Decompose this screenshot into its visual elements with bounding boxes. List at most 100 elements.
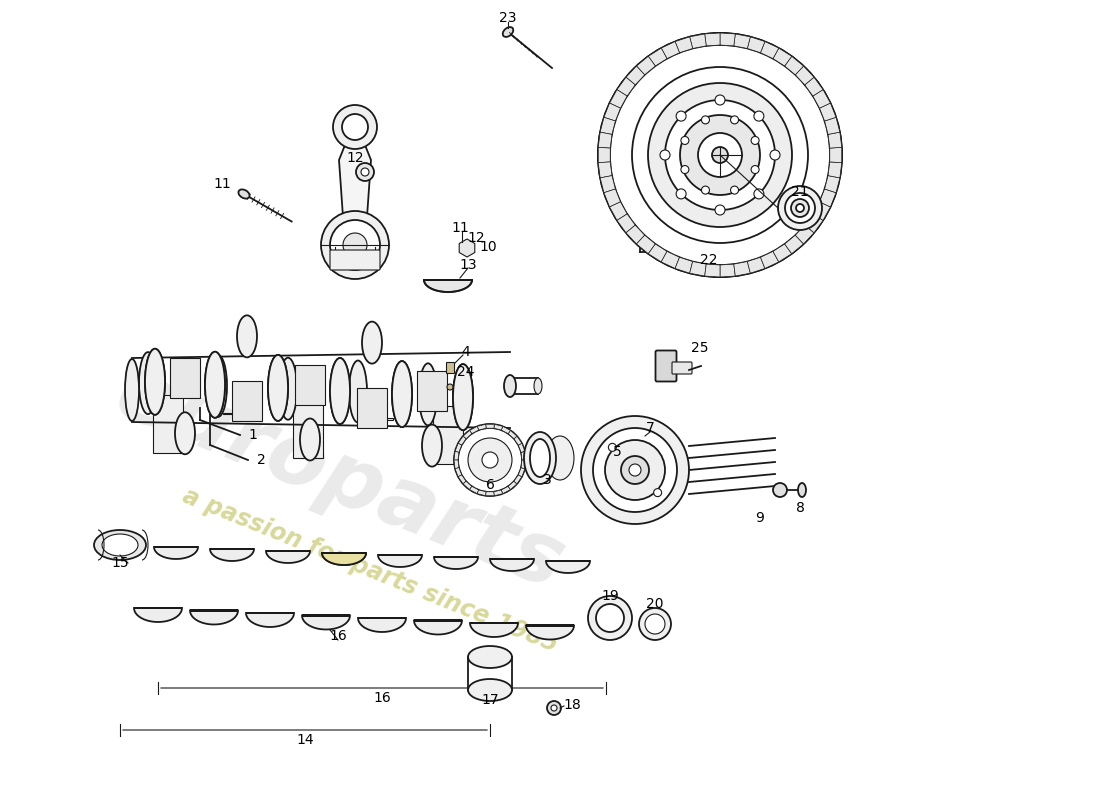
Ellipse shape bbox=[300, 418, 320, 461]
Polygon shape bbox=[424, 280, 472, 292]
FancyBboxPatch shape bbox=[363, 418, 393, 419]
Circle shape bbox=[551, 705, 557, 711]
Circle shape bbox=[645, 614, 665, 634]
Polygon shape bbox=[784, 56, 803, 75]
Circle shape bbox=[754, 189, 763, 199]
Polygon shape bbox=[661, 251, 680, 269]
Polygon shape bbox=[458, 436, 466, 445]
Text: 8: 8 bbox=[795, 501, 804, 515]
Polygon shape bbox=[486, 492, 494, 496]
Polygon shape bbox=[508, 482, 517, 490]
Polygon shape bbox=[463, 430, 472, 438]
Circle shape bbox=[648, 83, 792, 227]
Circle shape bbox=[660, 150, 670, 160]
Text: 10: 10 bbox=[480, 240, 497, 254]
Polygon shape bbox=[477, 490, 486, 496]
Circle shape bbox=[715, 205, 725, 215]
Text: 3: 3 bbox=[542, 473, 551, 487]
Circle shape bbox=[361, 168, 368, 176]
FancyBboxPatch shape bbox=[672, 362, 692, 374]
Polygon shape bbox=[747, 258, 764, 273]
Circle shape bbox=[454, 424, 526, 496]
FancyBboxPatch shape bbox=[232, 382, 262, 422]
Ellipse shape bbox=[362, 322, 382, 363]
Circle shape bbox=[639, 608, 671, 640]
Polygon shape bbox=[617, 78, 635, 96]
FancyBboxPatch shape bbox=[223, 413, 253, 414]
Text: 1: 1 bbox=[249, 428, 257, 442]
Polygon shape bbox=[820, 189, 836, 207]
Text: 22: 22 bbox=[701, 253, 717, 267]
Polygon shape bbox=[508, 430, 517, 438]
Polygon shape bbox=[455, 468, 462, 477]
Circle shape bbox=[356, 163, 374, 181]
FancyBboxPatch shape bbox=[295, 365, 324, 405]
Polygon shape bbox=[339, 145, 371, 217]
Polygon shape bbox=[760, 42, 779, 58]
Text: 19: 19 bbox=[601, 589, 619, 603]
Polygon shape bbox=[494, 424, 503, 430]
Ellipse shape bbox=[392, 361, 412, 427]
Text: 24: 24 bbox=[458, 365, 475, 379]
Polygon shape bbox=[720, 264, 735, 277]
Polygon shape bbox=[134, 608, 182, 622]
Circle shape bbox=[712, 147, 728, 163]
Text: 12: 12 bbox=[468, 231, 485, 245]
Circle shape bbox=[342, 114, 369, 140]
Polygon shape bbox=[648, 48, 667, 66]
Circle shape bbox=[333, 105, 377, 149]
Polygon shape bbox=[434, 557, 478, 569]
Polygon shape bbox=[805, 214, 823, 233]
Ellipse shape bbox=[236, 315, 257, 358]
Polygon shape bbox=[604, 103, 620, 121]
Circle shape bbox=[702, 186, 710, 194]
Circle shape bbox=[681, 166, 689, 174]
Polygon shape bbox=[601, 118, 615, 134]
FancyBboxPatch shape bbox=[153, 395, 183, 453]
Ellipse shape bbox=[534, 378, 542, 394]
Polygon shape bbox=[690, 34, 706, 49]
Ellipse shape bbox=[349, 361, 367, 422]
Polygon shape bbox=[609, 90, 627, 108]
Polygon shape bbox=[784, 235, 803, 254]
Polygon shape bbox=[626, 66, 645, 85]
Polygon shape bbox=[454, 451, 459, 460]
Circle shape bbox=[785, 193, 815, 223]
Ellipse shape bbox=[419, 363, 437, 426]
FancyBboxPatch shape bbox=[358, 388, 387, 427]
Text: 14: 14 bbox=[296, 733, 314, 747]
Polygon shape bbox=[609, 202, 627, 220]
Ellipse shape bbox=[205, 352, 225, 418]
Polygon shape bbox=[795, 66, 814, 85]
FancyBboxPatch shape bbox=[330, 250, 380, 270]
Ellipse shape bbox=[503, 27, 514, 37]
Ellipse shape bbox=[798, 483, 806, 497]
Polygon shape bbox=[190, 610, 238, 625]
Circle shape bbox=[773, 483, 786, 497]
Polygon shape bbox=[637, 56, 656, 75]
Text: 13: 13 bbox=[459, 258, 476, 272]
Ellipse shape bbox=[330, 358, 350, 424]
Polygon shape bbox=[502, 486, 510, 494]
Circle shape bbox=[770, 150, 780, 160]
Polygon shape bbox=[760, 251, 779, 269]
Polygon shape bbox=[322, 553, 366, 565]
Polygon shape bbox=[521, 451, 526, 460]
Polygon shape bbox=[828, 162, 842, 178]
Ellipse shape bbox=[279, 358, 297, 420]
Circle shape bbox=[632, 67, 808, 243]
Circle shape bbox=[629, 464, 641, 476]
Polygon shape bbox=[477, 424, 486, 430]
Circle shape bbox=[681, 137, 689, 145]
Polygon shape bbox=[598, 147, 611, 162]
Ellipse shape bbox=[205, 352, 225, 418]
Circle shape bbox=[751, 137, 759, 145]
FancyBboxPatch shape bbox=[293, 401, 323, 458]
Polygon shape bbox=[828, 132, 842, 148]
Polygon shape bbox=[773, 244, 792, 262]
Polygon shape bbox=[502, 426, 510, 434]
Polygon shape bbox=[459, 239, 475, 257]
Polygon shape bbox=[210, 549, 254, 561]
Polygon shape bbox=[598, 132, 612, 148]
Polygon shape bbox=[486, 424, 494, 428]
